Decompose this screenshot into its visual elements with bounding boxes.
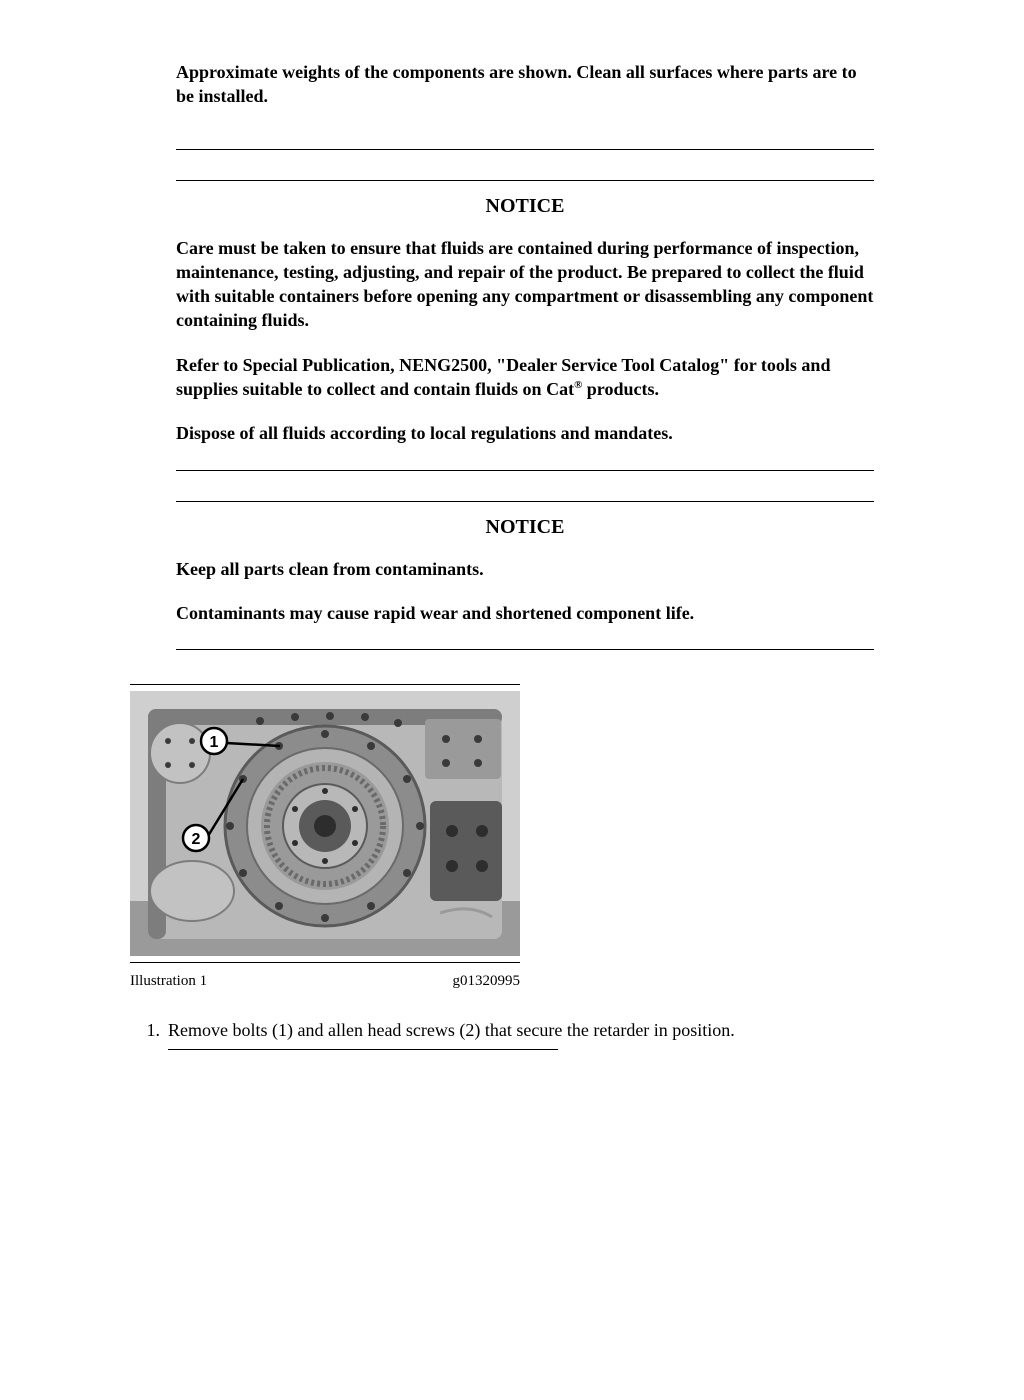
notice-block-2: NOTICE Keep all parts clean from contami… [176,501,874,651]
notice-paragraph: Care must be taken to ensure that fluids… [176,236,874,333]
step-number: 1. [130,1020,168,1041]
notice-paragraph: Keep all parts clean from contaminants. [176,557,874,581]
step-item: 1. Remove bolts (1) and allen head screw… [130,1020,894,1041]
notice-paragraph: Dispose of all fluids according to local… [176,421,874,445]
text: Refer to Special Publication, NENG2500, … [176,355,830,399]
notice-block-1: NOTICE Care must be taken to ensure that… [176,180,874,471]
divider [130,684,520,685]
illustration-image: 1 2 [130,691,520,956]
notice-title: NOTICE [176,516,874,539]
svg-text:1: 1 [210,734,219,751]
divider [130,962,520,963]
notice-paragraph: Contaminants may cause rapid wear and sh… [176,601,874,625]
divider [176,180,874,181]
figure-block: 1 2 Illustration 1 g01320995 [130,684,894,990]
intro-paragraph: Approximate weights of the components ar… [176,60,874,109]
illustration-code: g01320995 [453,973,521,990]
divider [168,1049,558,1050]
divider [176,149,874,150]
svg-text:2: 2 [192,831,201,848]
notice-paragraph: Refer to Special Publication, NENG2500, … [176,353,874,402]
illustration-label: Illustration 1 [130,973,207,990]
divider [176,470,874,471]
notice-title: NOTICE [176,195,874,218]
divider [176,649,874,650]
divider [176,501,874,502]
figure-caption: Illustration 1 g01320995 [130,973,520,990]
text: products. [582,379,659,399]
step-text: Remove bolts (1) and allen head screws (… [168,1020,894,1041]
